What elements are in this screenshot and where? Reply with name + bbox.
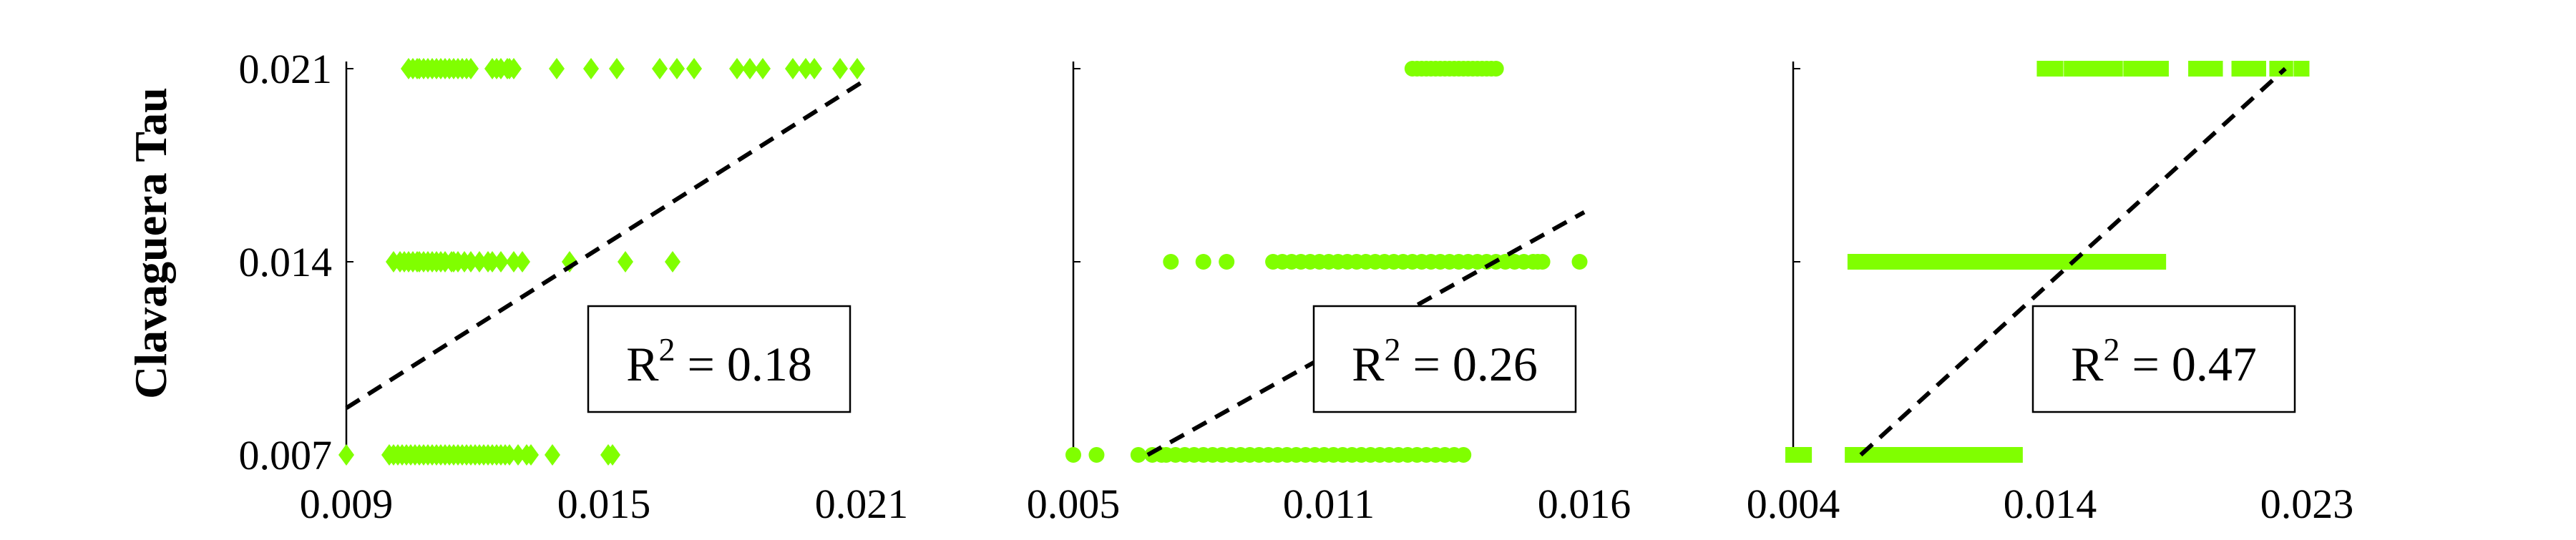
data-point (729, 58, 745, 79)
r-squared-label: R2 = 0.26 (1352, 331, 1538, 391)
data-point (2088, 61, 2104, 77)
data-point (1130, 447, 1146, 463)
data-point (686, 58, 702, 79)
y-axis-label: Clavaguera Tau (125, 87, 176, 399)
data-point (1796, 447, 1813, 463)
data-point (1488, 61, 1504, 77)
data-point (2134, 61, 2150, 77)
r-squared-base: R (1352, 337, 1385, 391)
r-squared-label: R2 = 0.18 (626, 331, 812, 391)
data-point (2074, 61, 2091, 77)
data-point (549, 58, 565, 79)
x-tick-label: 0.011 (1283, 481, 1375, 527)
data-point (510, 444, 526, 466)
data-point (514, 251, 530, 273)
data-point (785, 58, 801, 79)
data-point (832, 58, 848, 79)
data-point (609, 58, 625, 79)
data-point (742, 58, 758, 79)
regression-line (1859, 67, 2287, 457)
r-squared-superscript: 2 (1385, 331, 1401, 368)
data-point (463, 58, 479, 79)
y-tick-label: 0.021 (239, 46, 333, 92)
data-point (665, 251, 680, 273)
y-tick-label: 0.007 (239, 432, 333, 478)
x-tick-label: 0.015 (557, 481, 651, 527)
r-squared-box (2031, 305, 2296, 413)
data-point (652, 58, 668, 79)
x-tick-label: 0.009 (300, 481, 394, 527)
data-point (493, 251, 509, 273)
data-point (618, 251, 633, 273)
data-point (484, 251, 500, 273)
data-point (2250, 61, 2266, 77)
data-point (2107, 61, 2123, 77)
data-point (2293, 61, 2310, 77)
r-squared-superscript: 2 (2104, 331, 2120, 368)
data-point (669, 58, 685, 79)
x-tick-label: 0.014 (2004, 481, 2097, 527)
data-point (506, 251, 522, 273)
data-point (1163, 254, 1179, 270)
data-point (806, 58, 822, 79)
r-squared-base: R (2071, 337, 2104, 391)
r-squared-value: = 0.26 (1401, 337, 1538, 391)
data-point (472, 251, 487, 273)
x-tick-label: 0.023 (2260, 481, 2354, 527)
x-tick-label: 0.004 (1747, 481, 1840, 527)
data-point (1219, 254, 1235, 270)
data-point (2047, 61, 2064, 77)
data-point (506, 58, 522, 79)
x-tick-label: 0.005 (1027, 481, 1121, 527)
x-tick-label: 0.016 (1538, 481, 1631, 527)
data-point (463, 251, 479, 273)
r-squared-base: R (626, 337, 659, 391)
y-tick-label: 0.014 (239, 239, 333, 285)
x-tick-label: 0.021 (815, 481, 909, 527)
panel-3: 0.004 0.014 0.023 R2 = 0.47 (1747, 61, 2354, 527)
data-point (1065, 447, 1081, 463)
r-squared-box (587, 305, 852, 413)
regression-line (1146, 210, 1586, 457)
data-point (605, 444, 620, 466)
panel-1: 0.007 0.014 0.021 0.009 0.015 0.021 R2 = 0.18 (239, 46, 909, 527)
data-point (1195, 254, 1211, 270)
data-point (2207, 61, 2223, 77)
data-point (338, 444, 354, 466)
r-squared-value: = 0.18 (675, 337, 812, 391)
r-squared-superscript: 2 (659, 331, 675, 368)
r-squared-label: R2 = 0.47 (2071, 331, 2257, 391)
data-point (849, 58, 865, 79)
data-point (798, 58, 814, 79)
r-squared-value: = 0.47 (2120, 337, 2257, 391)
data-point (545, 444, 560, 466)
data-point (1455, 447, 1472, 463)
data-point (1088, 447, 1105, 463)
data-point (1534, 254, 1551, 270)
data-point (755, 58, 771, 79)
data-point (2006, 447, 2023, 463)
data-point (2150, 254, 2167, 270)
data-point (2152, 61, 2169, 77)
data-point (502, 444, 517, 466)
panel-2: 0.005 0.011 0.016 R2 = 0.26 (1027, 61, 1631, 527)
data-point (523, 444, 539, 466)
data-point (1571, 254, 1588, 270)
r-squared-box (1312, 305, 1577, 413)
data-point (583, 58, 599, 79)
